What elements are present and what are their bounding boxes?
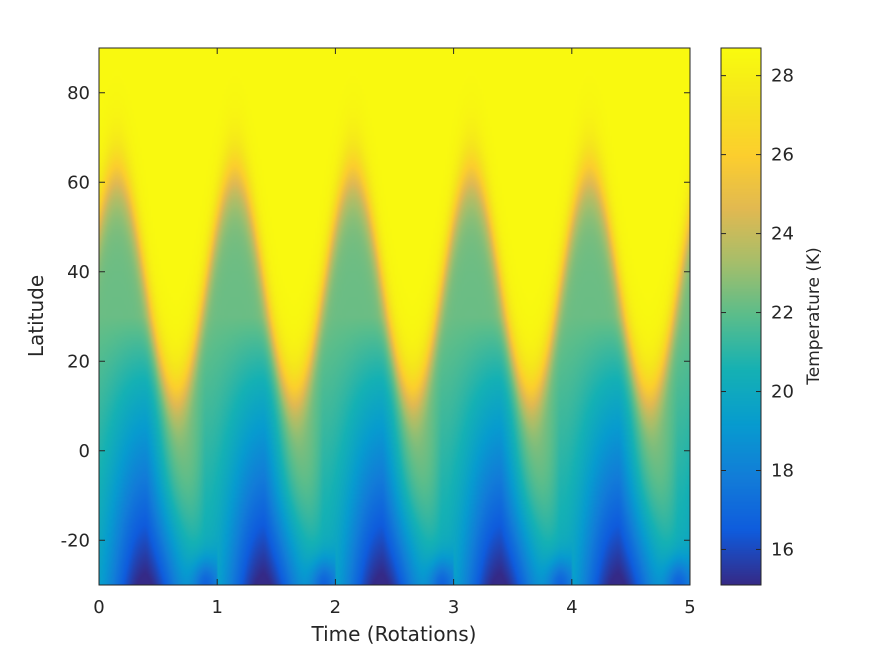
y-tick-label: -20 [61, 530, 90, 551]
y-tick-label: 0 [79, 441, 90, 462]
colorbar-ticks: 16 18 20 22 24 26 28 [721, 66, 794, 560]
plot-frame [98, 47, 691, 586]
colorbar-tick-label: 24 [771, 224, 794, 245]
y-tick-label: 80 [67, 83, 90, 104]
y-axis-label: Latitude [24, 275, 48, 357]
colorbar: 16 18 20 22 24 26 28 Temperature (K) [720, 47, 824, 586]
colorbar-tick-label: 18 [771, 460, 794, 481]
colorbar-label: Temperature (K) [804, 247, 824, 386]
x-tick-label: 0 [93, 597, 104, 618]
colorbar-tick-label: 20 [771, 382, 794, 403]
x-tick-label: 5 [684, 597, 695, 618]
y-tick-label: 60 [67, 172, 90, 193]
x-axis-label: Time (Rotations) [311, 622, 477, 646]
x-tick-label: 2 [330, 597, 341, 618]
y-tick-label: 40 [67, 262, 90, 283]
colorbar-tick-label: 28 [771, 66, 794, 87]
heatmap-image [98, 47, 691, 586]
colorbar-frame [720, 47, 762, 586]
colorbar-tick-label: 16 [771, 539, 794, 560]
y-axis: -20 0 20 40 60 80 [61, 83, 690, 551]
x-tick-label: 4 [566, 597, 577, 618]
x-tick-label: 3 [448, 597, 459, 618]
colorbar-tick-label: 22 [771, 303, 794, 324]
x-axis: 0 1 2 3 4 5 [93, 48, 696, 618]
y-tick-label: 20 [67, 351, 90, 372]
x-tick-label: 1 [211, 597, 222, 618]
heatmap-raster [99, 48, 690, 585]
colorbar-raster [721, 48, 761, 585]
colorbar-tick-label: 26 [771, 145, 794, 166]
